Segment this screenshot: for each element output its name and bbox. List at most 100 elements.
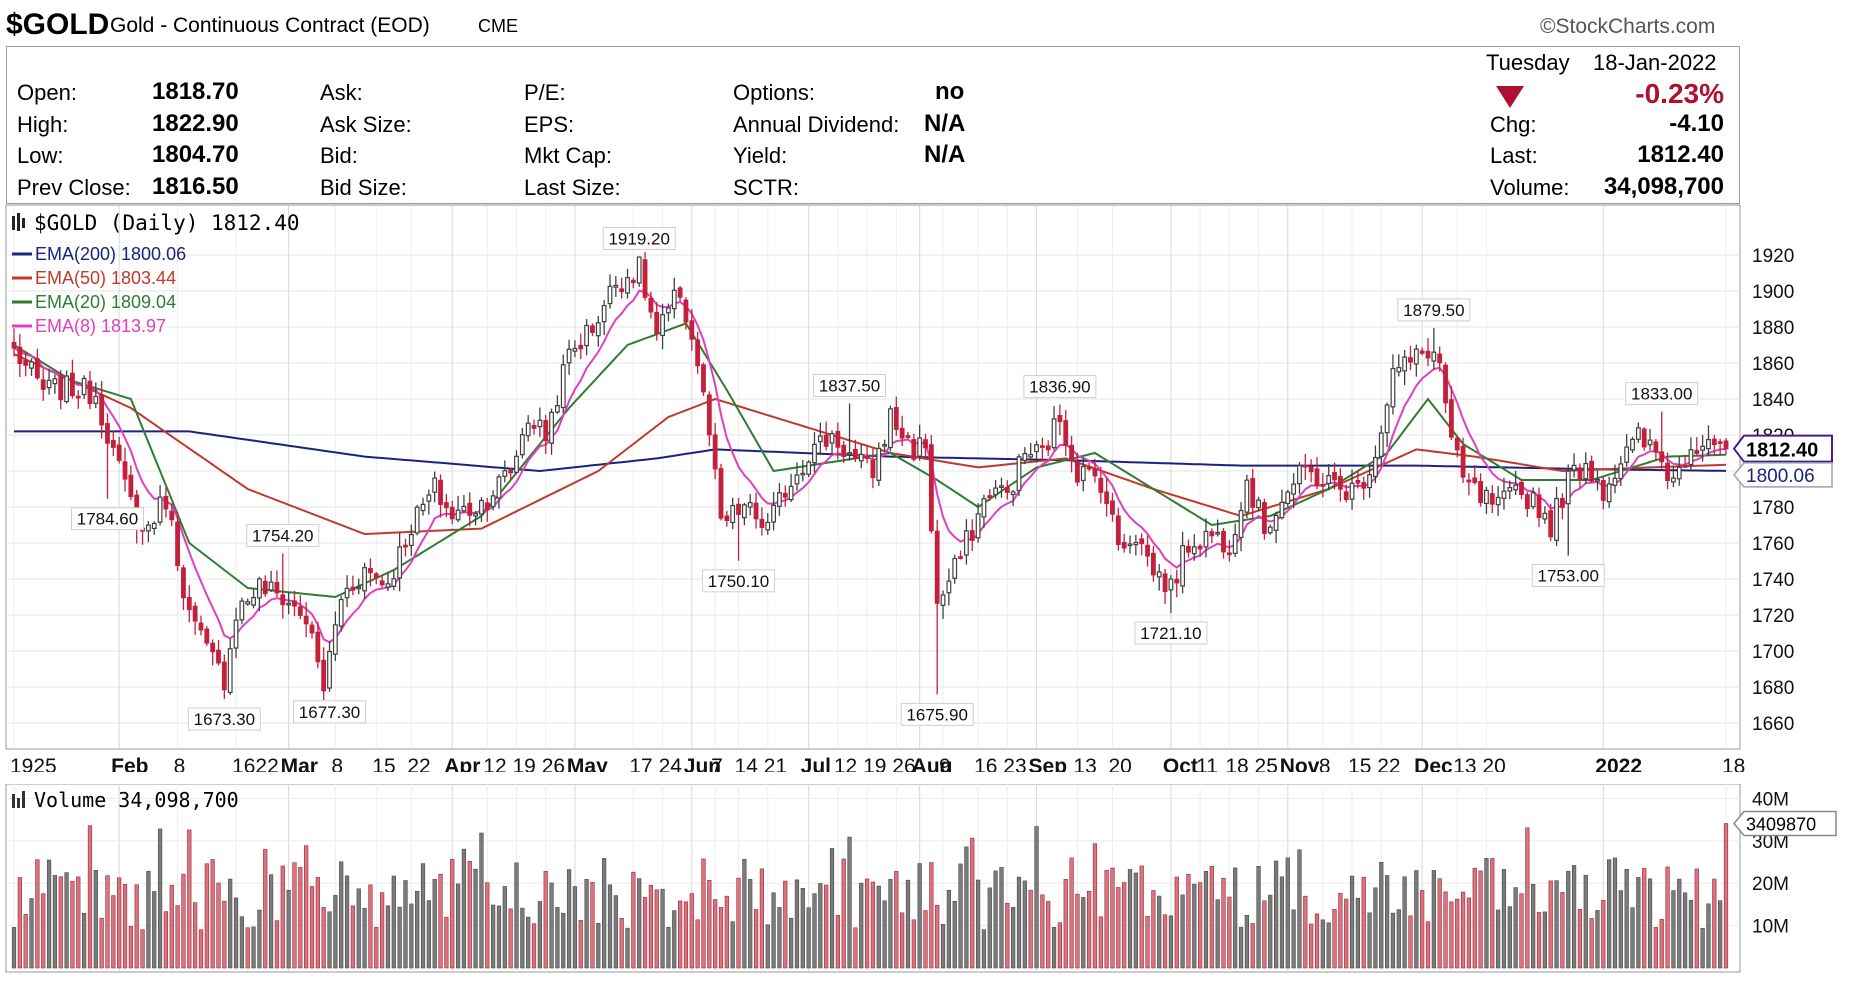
volume-bar	[99, 917, 104, 969]
price-y-tick-label: 1720	[1752, 606, 1794, 627]
volume-bar	[181, 873, 186, 969]
volume-bar	[204, 863, 209, 969]
volume-bar	[1630, 907, 1635, 969]
price-y-tick-label: 1740	[1752, 570, 1794, 591]
candle-body	[1174, 578, 1180, 584]
volume-bar	[619, 918, 624, 969]
x-tick-label: 13	[1073, 755, 1096, 772]
volume-bar	[228, 878, 233, 969]
volume-bar	[1379, 861, 1384, 969]
candle-body	[1548, 510, 1554, 538]
volume-bar	[1174, 876, 1179, 969]
volume-bar	[847, 836, 852, 969]
x-tick-label: 21	[764, 755, 787, 772]
low-value: 1804.70	[152, 141, 239, 168]
candle-body	[782, 492, 788, 498]
volume-bar	[146, 870, 151, 969]
peak-annotation-box	[602, 226, 676, 250]
candle-body	[1448, 399, 1454, 438]
candle-body	[280, 594, 286, 606]
candle-body	[1104, 491, 1110, 504]
candle-body	[940, 594, 946, 606]
candle-body	[543, 420, 549, 442]
brand-link[interactable]: ©StockCharts.com	[1540, 15, 1716, 38]
last-volume-tag-box	[1733, 810, 1837, 837]
candle-body	[1513, 484, 1519, 491]
volume-bar	[1081, 897, 1086, 969]
peak-annotation-label: 1836.90	[1029, 378, 1090, 397]
candle-body	[852, 448, 858, 460]
candle-body	[590, 325, 595, 333]
candle-body	[1706, 439, 1711, 450]
volume-bar	[1420, 890, 1425, 969]
volume-bar	[1496, 909, 1501, 969]
candle-body	[362, 567, 367, 592]
candle-body	[1495, 496, 1501, 506]
volume-bar	[584, 879, 589, 969]
x-tick-label: 14	[735, 755, 759, 772]
volume-bar	[1198, 882, 1203, 969]
legend-label-ema200: EMA(200) 1800.06	[35, 244, 186, 264]
volume-bar	[882, 900, 887, 969]
price-y-tick-label: 1680	[1752, 678, 1794, 699]
volume-bar	[1180, 894, 1185, 969]
candle-body	[338, 598, 344, 627]
volume-bar	[1536, 912, 1542, 969]
volume-bar	[1233, 867, 1238, 969]
volume-bar	[1548, 880, 1553, 969]
candle-body	[899, 427, 905, 439]
volume-bar	[134, 884, 139, 969]
volume-bar	[1145, 915, 1150, 969]
candle-body	[578, 344, 584, 350]
candle-body	[619, 288, 625, 293]
candle-body	[1665, 462, 1670, 481]
volume-bar	[1291, 909, 1296, 969]
candle-body	[630, 279, 636, 284]
candle-body	[327, 650, 332, 689]
candle-body	[958, 556, 963, 559]
candle-body	[1431, 351, 1437, 362]
volume-bar	[1320, 919, 1325, 969]
x-tick-label: 22	[1377, 755, 1400, 772]
volume-bar	[666, 927, 671, 969]
candle-body	[496, 476, 502, 499]
ema200-tag: 1800.06	[1746, 466, 1815, 487]
candle-body	[1606, 483, 1612, 503]
high-label: High:	[17, 112, 69, 137]
candle-body	[981, 498, 987, 518]
volume-bar	[315, 877, 320, 969]
candle-body	[636, 256, 642, 284]
x-tick-label: 2022	[1595, 755, 1642, 772]
volume-bar	[257, 909, 262, 969]
volume-bar	[975, 879, 981, 969]
candle-body	[858, 453, 864, 462]
ema200-tag-box	[1733, 462, 1833, 488]
prev-close-label: Prev Close:	[17, 175, 131, 200]
candle-body	[1524, 494, 1530, 510]
candle-body	[1641, 428, 1647, 448]
candle-body	[870, 459, 876, 479]
candle-body	[1256, 499, 1261, 509]
candle-body	[1267, 526, 1273, 534]
volume-bar	[526, 916, 531, 969]
candle-body	[1402, 356, 1408, 372]
volume-bar	[1314, 913, 1320, 969]
mkt-cap-label: Mkt Cap:	[524, 143, 613, 168]
peak-annotation-box	[70, 507, 144, 531]
volume-bar	[1297, 849, 1302, 969]
volume-bar	[596, 922, 601, 969]
volume-bar	[29, 898, 34, 969]
volume-bar	[1192, 883, 1197, 969]
volume-bar	[1718, 900, 1723, 969]
candle-body	[40, 379, 46, 390]
volume-bar	[531, 923, 537, 969]
yield-value: N/A	[924, 141, 966, 168]
volume-bar	[46, 859, 52, 969]
volume-bar	[70, 880, 75, 969]
candle-body	[1630, 438, 1635, 451]
candle-body	[204, 628, 210, 644]
legend-label-ema8: EMA(8) 1813.97	[35, 316, 166, 336]
volume-bar	[1098, 916, 1103, 969]
volume-bar	[251, 926, 256, 969]
volume-bar	[1682, 892, 1688, 969]
